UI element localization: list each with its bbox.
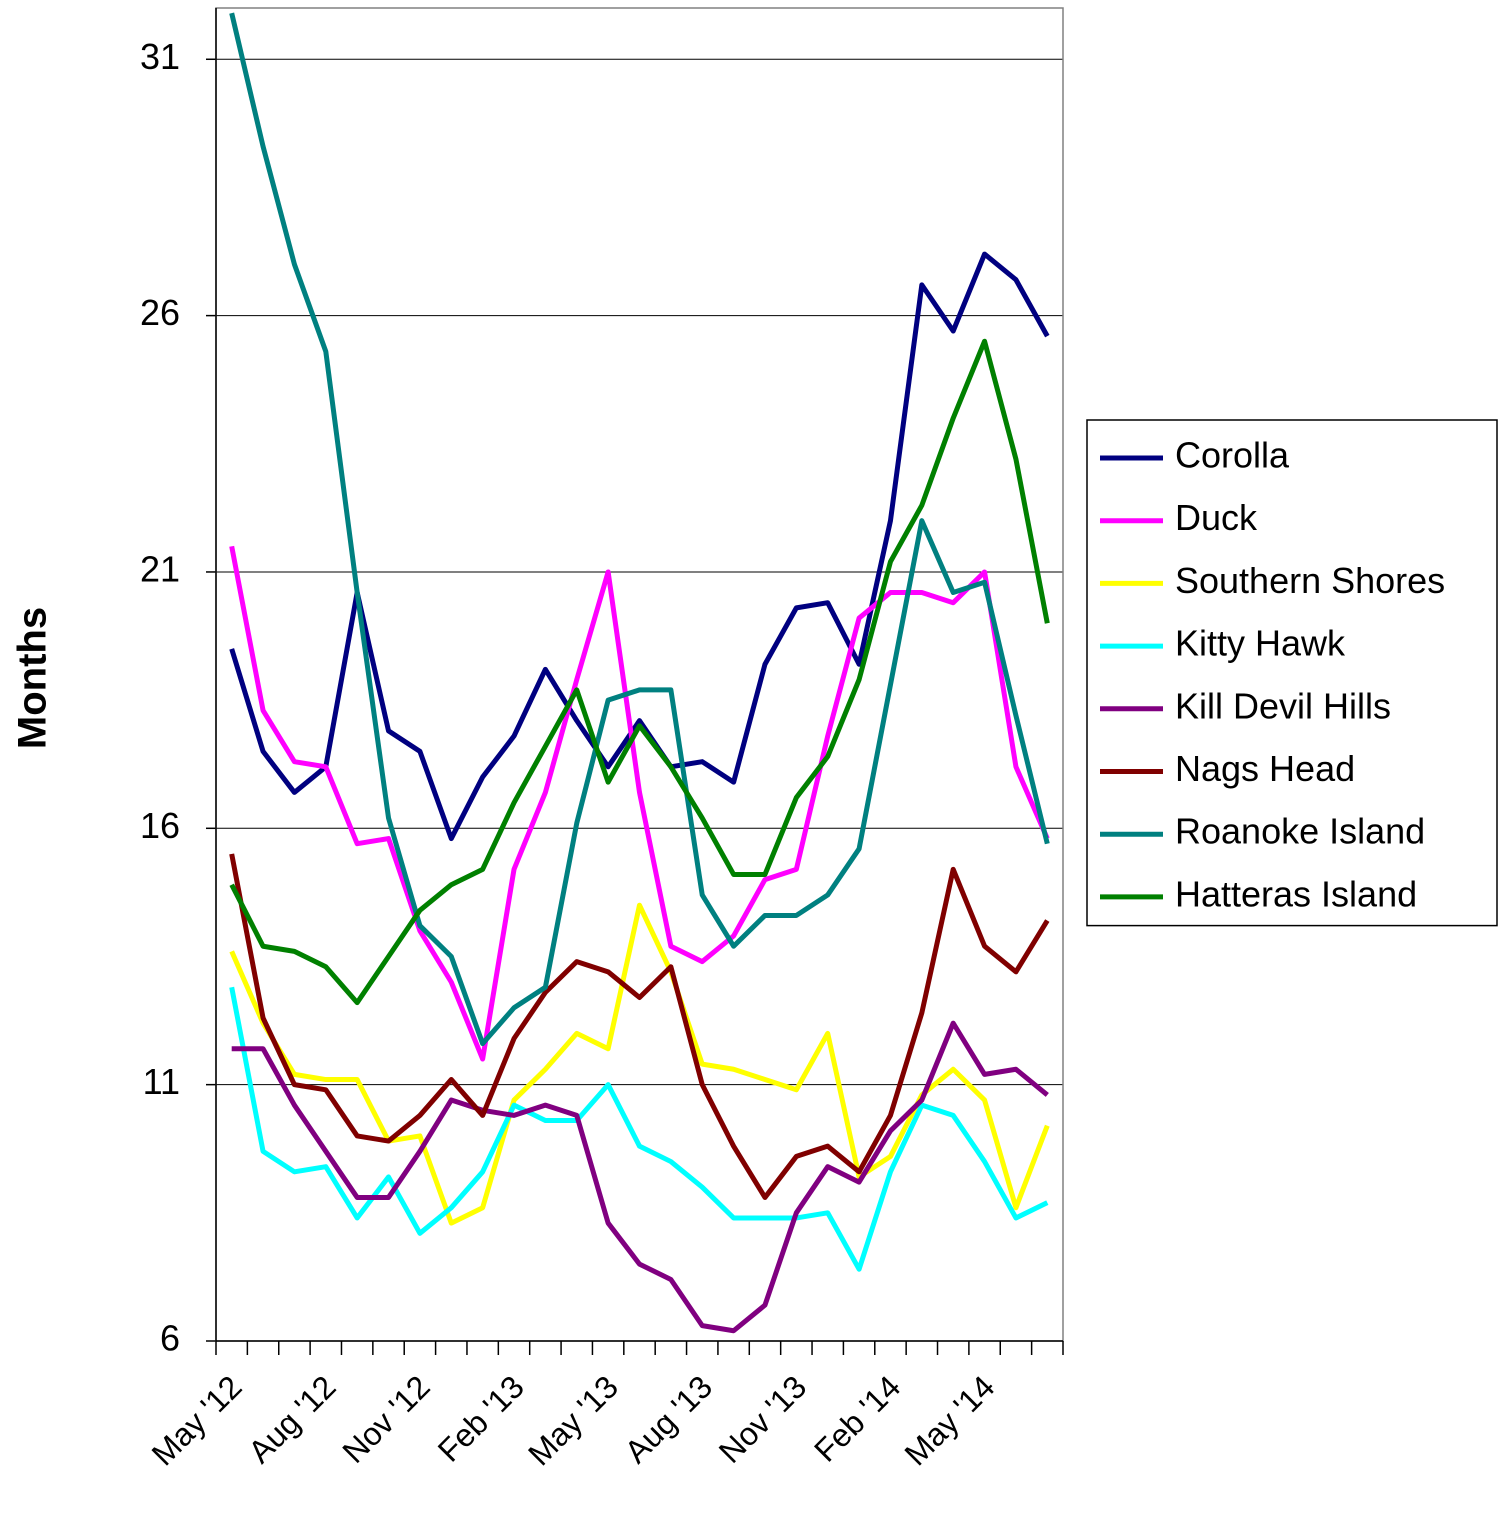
series-line	[229, 853, 1050, 1200]
legend-label: Kitty Hawk	[1175, 623, 1346, 664]
y-tick-label: 26	[140, 292, 180, 333]
series-line	[229, 986, 1049, 1272]
series-line	[229, 545, 1050, 1062]
legend-label: Nags Head	[1175, 748, 1355, 789]
y-tick-label: 31	[140, 36, 180, 77]
series-line	[231, 1020, 1049, 1334]
legend-label: Southern Shores	[1175, 560, 1445, 601]
series-line	[229, 251, 1050, 842]
y-axis-title: Months	[11, 607, 55, 749]
legend-label: Kill Devil Hills	[1175, 685, 1391, 726]
legend-label: Roanoke Island	[1175, 811, 1425, 852]
y-tick-label: 21	[140, 548, 180, 589]
legend-box	[1086, 419, 1498, 927]
legend-label: Corolla	[1175, 435, 1290, 476]
y-tick-label: 16	[140, 805, 180, 846]
legend-label: Hatteras Island	[1175, 873, 1417, 914]
y-tick-label: 11	[143, 1061, 180, 1102]
legend-label: Duck	[1175, 497, 1258, 538]
series-line	[229, 338, 1050, 1006]
y-tick-label: 6	[160, 1318, 180, 1359]
series-line	[229, 902, 1050, 1226]
series-line	[229, 12, 1050, 1047]
